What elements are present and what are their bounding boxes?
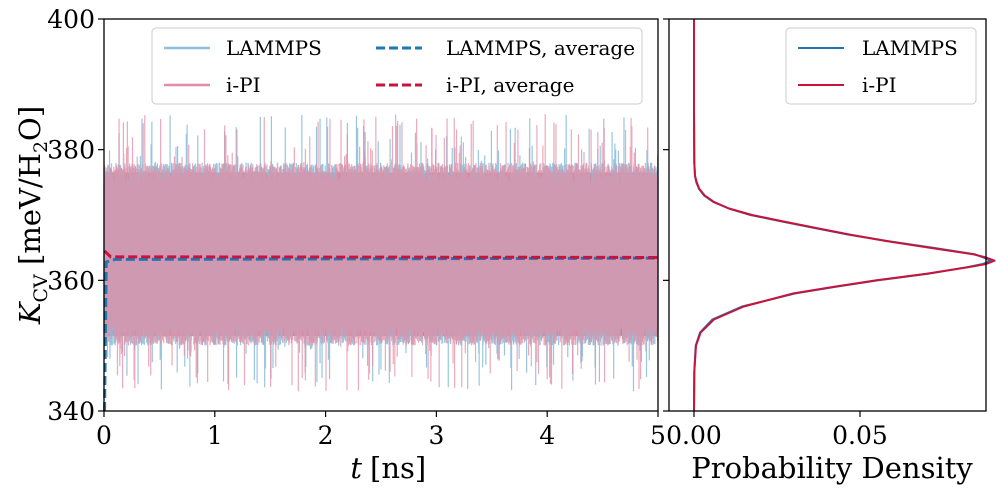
x-axis-var: t [350, 451, 362, 485]
time-series-ticks: 0 1 2 3 4 5 340 360 380 400 [47, 5, 666, 450]
x-axis-label: t [ns] [350, 451, 426, 485]
distribution-panel: 0.00 0.05 Probability Density LAMMPS i-PI [663, 18, 996, 485]
legend-label-lammps-average: LAMMPS, average [446, 36, 635, 60]
series-lammps-average [103, 256, 659, 412]
dist-x-tick-label: 0.00 [666, 421, 722, 450]
series-ipi-average [103, 249, 659, 259]
y-axis-label-text: KCV [meV/H2O] [13, 106, 52, 325]
x-tick-label: 3 [428, 421, 444, 450]
dist-legend-label-lammps: LAMMPS [862, 36, 958, 60]
y-axis-label: KCV [meV/H2O] [13, 106, 52, 325]
x-tick-label: 1 [207, 421, 223, 450]
x-tick-label: 4 [539, 421, 555, 450]
time-series-data [103, 114, 659, 412]
dist-x-tick-label: 0.05 [832, 421, 888, 450]
y-tick-label: 380 [47, 136, 95, 165]
time-series-frame [103, 18, 659, 412]
distribution-ipi-curve [693, 19, 996, 412]
legend-label-ipi: i-PI [226, 73, 261, 97]
dist-legend-label-ipi: i-PI [862, 73, 897, 97]
distribution-data [693, 19, 996, 412]
x-tick-label: 2 [318, 421, 334, 450]
time-series-legend: LAMMPS i-PI LAMMPS, average i-PI, averag… [151, 27, 643, 105]
distribution-ticks: 0.00 0.05 [663, 18, 888, 450]
distribution-x-label: Probability Density [691, 451, 973, 485]
x-tick-label: 5 [650, 421, 666, 450]
distribution-frame [668, 18, 987, 412]
legend-label-lammps: LAMMPS [226, 36, 322, 60]
x-tick-label: 0 [96, 421, 112, 450]
x-axis-unit: [ns] [370, 451, 426, 485]
y-tick-label: 340 [47, 397, 95, 426]
legend-frame [151, 27, 643, 105]
distribution-legend: LAMMPS i-PI [785, 27, 977, 105]
legend-label-ipi-average: i-PI, average [446, 73, 574, 97]
y-tick-label: 360 [47, 266, 95, 295]
y-tick-label: 400 [47, 5, 95, 34]
